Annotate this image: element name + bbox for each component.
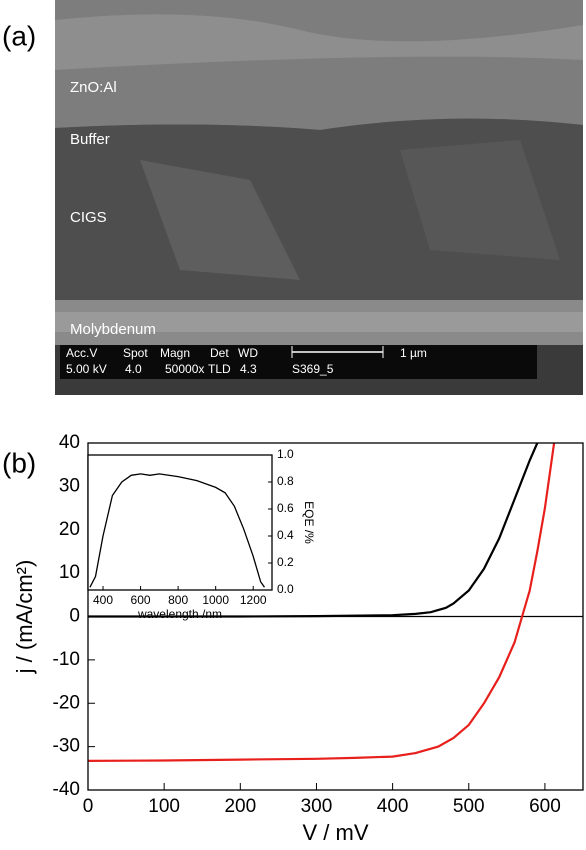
info-header: Det	[210, 346, 229, 360]
inset-background	[88, 455, 272, 590]
x-tick-label: 1000	[202, 593, 229, 607]
info-header: WD	[238, 346, 258, 360]
x-axis-label: V / mV	[302, 820, 368, 845]
curve	[88, 443, 539, 618]
x-tick-label: 600	[131, 593, 151, 607]
x-tick-label: 400	[93, 593, 113, 607]
x-tick-label: 800	[168, 593, 188, 607]
y-tick-label: -10	[53, 649, 80, 670]
plot-frame	[87, 454, 273, 591]
y-tick-label: 30	[59, 475, 80, 496]
x-tick-label: 1200	[240, 593, 267, 607]
scale-bar-label: 1 µm	[400, 346, 427, 360]
y-tick-label: -20	[53, 692, 80, 713]
x-tick-label: 400	[377, 796, 409, 817]
layer-label: ZnO:Al	[70, 79, 117, 96]
info-value: S369_5	[292, 362, 334, 376]
curve	[88, 443, 556, 762]
y-tick-label: 10	[59, 562, 80, 583]
info-value: 5.00 kV	[66, 362, 107, 376]
y-axis-label: j / (mA/cm²)	[12, 560, 37, 675]
info-value: 4.0	[125, 362, 142, 376]
x-tick-label: 500	[453, 796, 485, 817]
layer-label: CIGS	[70, 209, 107, 226]
info-header: Spot	[123, 346, 148, 360]
x-tick-label: 0	[83, 796, 94, 817]
x-tick-label: 100	[148, 796, 180, 817]
layer-label: Buffer	[70, 131, 110, 148]
x-axis-label: wavelength /nm	[137, 607, 222, 621]
panel-label: (b)	[2, 447, 36, 478]
curve	[89, 473, 266, 588]
y-tick-label: 0.8	[277, 474, 294, 488]
y-tick-label: -40	[53, 779, 80, 800]
y-tick-label: 0.6	[277, 501, 294, 515]
info-value: 50000x	[165, 362, 204, 376]
info-value: 4.3	[240, 362, 257, 376]
x-tick-label: 200	[224, 796, 256, 817]
y-axis-label: EQE /%	[302, 501, 316, 544]
x-tick-label: 600	[529, 796, 561, 817]
y-tick-label: 40	[59, 432, 80, 453]
y-tick-label: 0.0	[277, 582, 294, 596]
y-tick-label: -30	[53, 736, 80, 757]
panel-label: (a)	[2, 20, 36, 51]
y-tick-label: 0	[69, 606, 80, 627]
x-tick-label: 300	[301, 796, 333, 817]
y-tick-label: 1.0	[277, 447, 294, 461]
info-value: TLD	[208, 362, 231, 376]
y-tick-label: 20	[59, 519, 80, 540]
y-tick-label: 0.2	[277, 555, 294, 569]
y-tick-label: 0.4	[277, 528, 294, 542]
layer-label: Molybdenum	[70, 321, 156, 338]
sem-image	[55, 0, 583, 395]
info-header: Magn	[160, 346, 190, 360]
info-header: Acc.V	[66, 346, 97, 360]
